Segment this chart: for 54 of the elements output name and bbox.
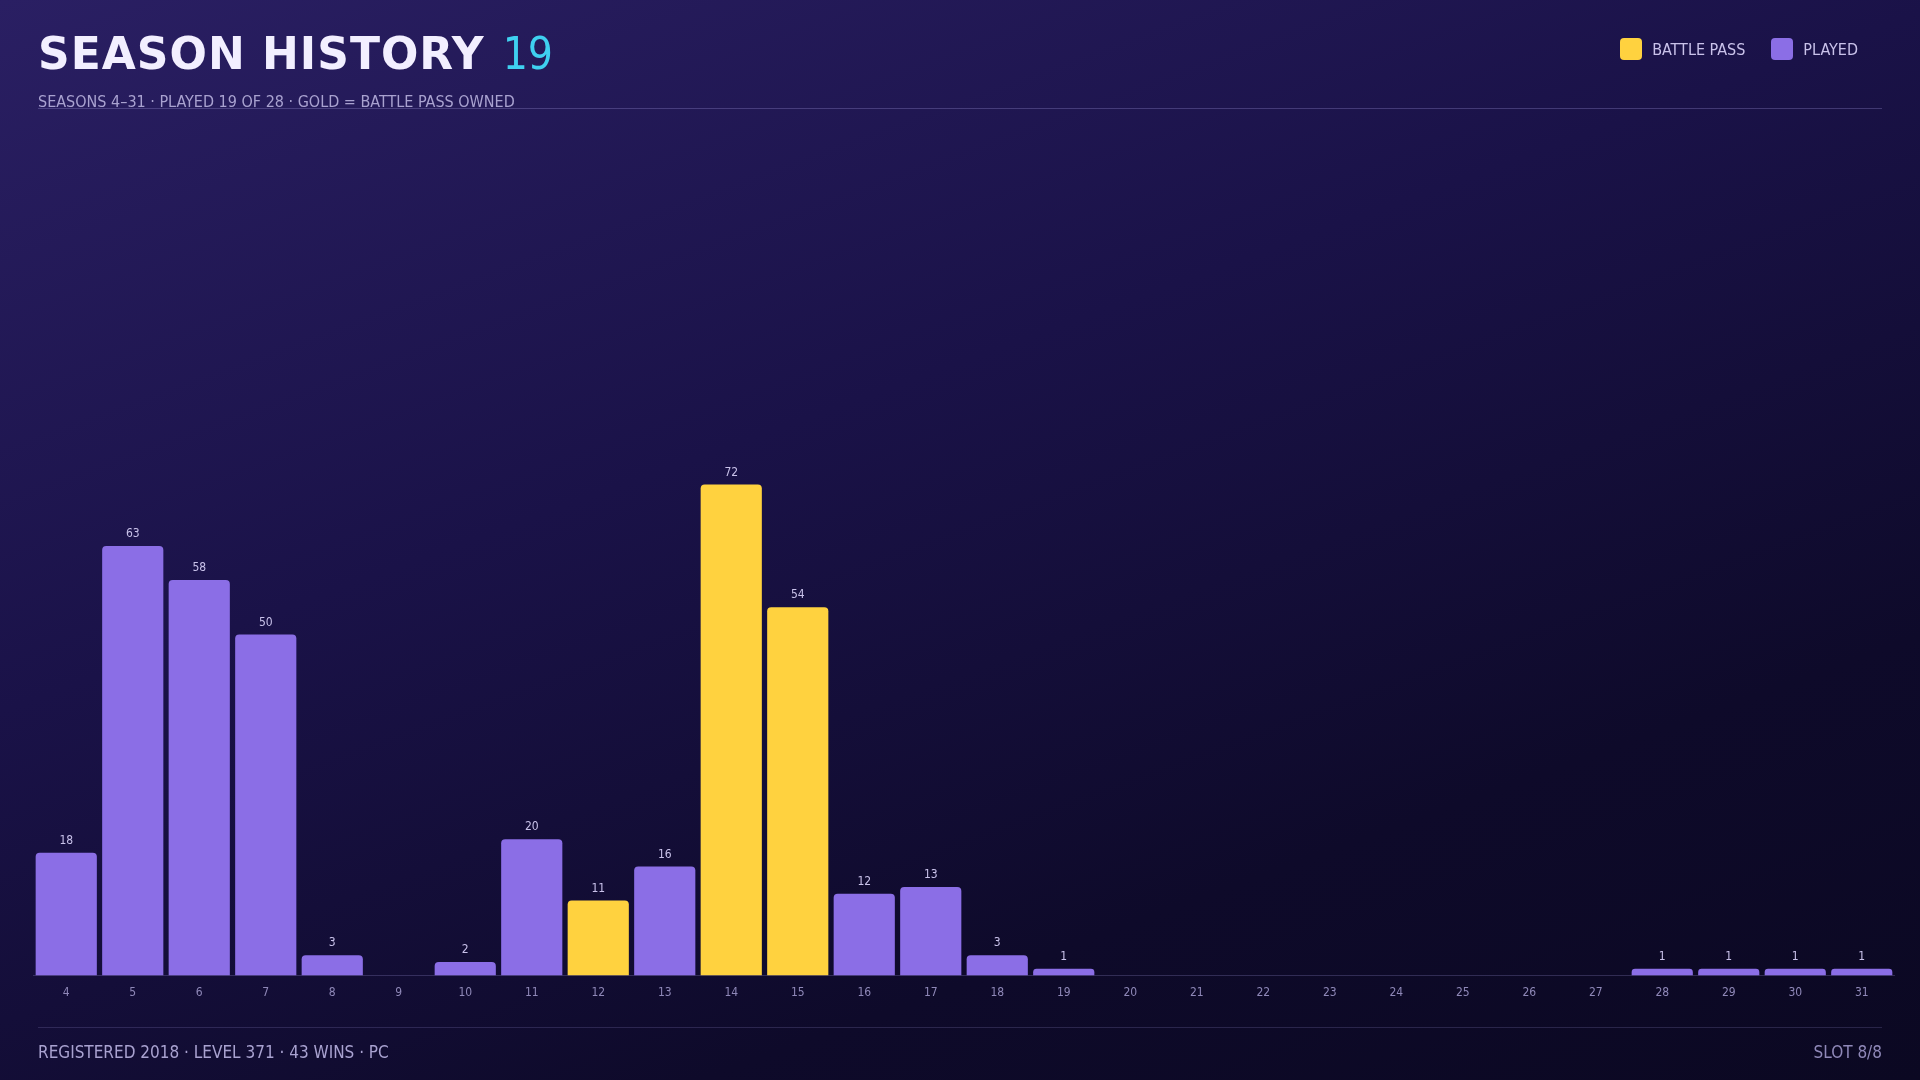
x-tick-label: 25 [1455,984,1470,999]
data-label: 54 [790,587,805,602]
data-label: 18 [59,832,74,847]
x-tick-label: 31 [1854,984,1869,999]
data-label: 1 [1791,948,1799,963]
x-tick-label: 18 [990,984,1005,999]
x-tick-label: 28 [1655,984,1670,999]
x-tick-label: 10 [458,984,473,999]
text: 19 [502,28,554,79]
x-tick-label: 14 [724,984,739,999]
x-tick-label: 5 [129,984,137,999]
chart-subtitle: SEASONS 4–31 · PLAYED 19 OF 28 · GOLD = BATTLE PASS OWNED [38,92,515,111]
data-label: 13 [923,867,938,882]
x-tick-label: 29 [1721,984,1736,999]
data-label: 1 [1725,948,1733,963]
x-tick-label: 12 [591,984,606,999]
x-tick-label: 13 [657,984,672,999]
data-label: 63 [125,526,140,541]
x-tick-label: 16 [857,984,872,999]
data-label: 1 [1658,948,1666,963]
x-tick-label: 4 [62,984,70,999]
x-tick-label: 19 [1056,984,1071,999]
x-tick-label: 30 [1788,984,1803,999]
x-tick-label: 23 [1322,984,1337,999]
text: SLOT 8/8 [1813,1042,1882,1062]
x-tick-label: 9 [395,984,403,999]
x-tick-label: 15 [790,984,805,999]
x-tick-label: 8 [328,984,336,999]
data-label: 1 [1858,948,1866,963]
x-tick-label: 22 [1256,984,1271,999]
x-tick-label: 26 [1522,984,1537,999]
data-label: 20 [524,819,539,834]
x-tick-label: 17 [923,984,938,999]
x-tick-label: 24 [1389,984,1404,999]
data-label: 2 [461,942,469,957]
data-label: 3 [993,935,1001,950]
x-tick-label: 27 [1588,984,1603,999]
x-tick-label: 7 [262,984,270,999]
x-tick-label: 6 [195,984,203,999]
data-label: 16 [657,846,672,861]
legend-label: BATTLE PASS [1651,38,1746,60]
text: REGISTERED 2018 · LEVEL 371 · 43 WINS · PC [38,1042,389,1062]
data-label: 3 [328,935,336,950]
data-label: 12 [857,873,872,888]
data-label: 72 [724,464,739,479]
data-label: 11 [591,880,606,895]
chart-title: SEASON HISTORY [38,28,485,79]
data-label: 50 [258,614,273,629]
x-tick-label: 20 [1123,984,1138,999]
data-label: 58 [192,560,207,575]
x-tick-label: 21 [1189,984,1204,999]
x-tick-label: 11 [524,984,539,999]
legend-label: PLAYED [1802,38,1858,60]
data-label: 1 [1060,948,1068,963]
